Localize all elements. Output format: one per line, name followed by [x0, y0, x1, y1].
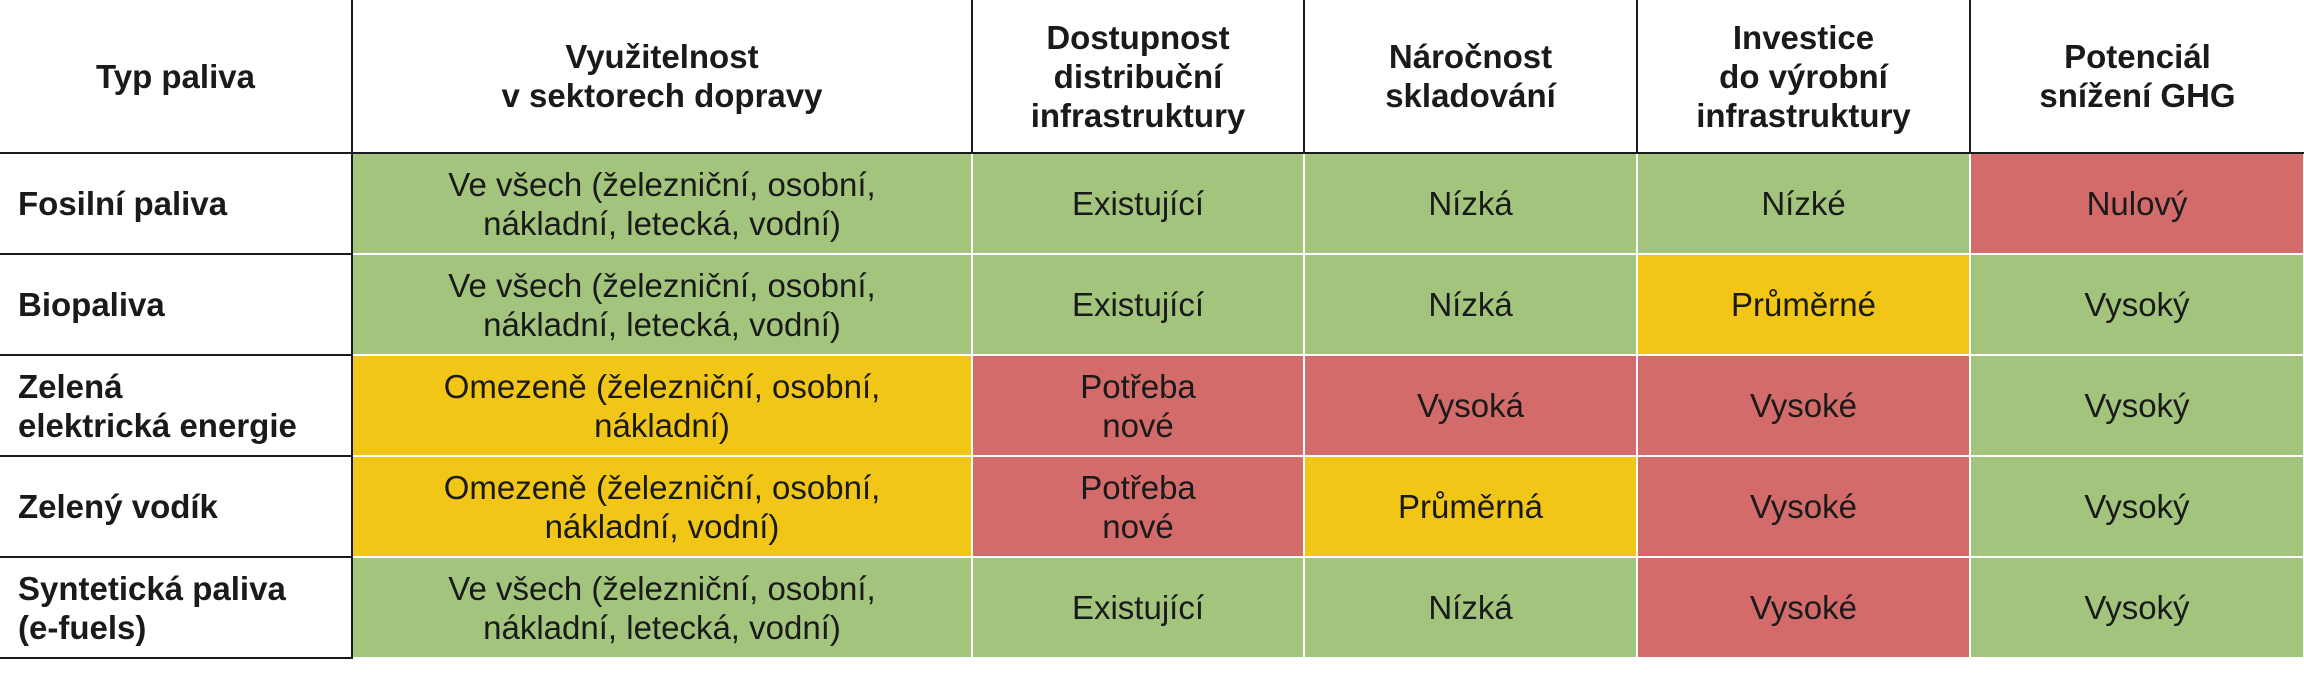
cell-line: Existující — [1071, 185, 1205, 222]
cell-ghg: Vysoký — [1969, 455, 2304, 558]
row-fuel-name: Zelená elektrická energie — [0, 355, 353, 457]
cell-ghg: Vysoký — [1969, 253, 2304, 356]
cell-storage: Průměrná — [1303, 455, 1638, 558]
cell-ghg: Vysoký — [1969, 354, 2304, 457]
cell-line: nákladní, letecká, vodní) — [483, 204, 841, 242]
cell-line: Ve všech (železniční, osobní, — [448, 165, 876, 203]
cell-usability: Omezeně (železniční, osobní, nákladní, v… — [351, 455, 973, 558]
cell-ghg: Nulový — [1969, 152, 2304, 255]
cell-line: nové — [1102, 406, 1174, 444]
table-row: Fosilní paliva Ve všech (železniční, oso… — [0, 152, 2304, 255]
header-line: snížení GHG — [2039, 77, 2236, 114]
cell-distribution: Potřeba nové — [971, 455, 1305, 558]
cell-usability: Omezeně (železniční, osobní, nákladní) — [351, 354, 973, 457]
row-name-line: Zelený vodík — [18, 488, 218, 525]
cell-line: Omezeně (železniční, osobní, — [443, 367, 881, 405]
cell-investment: Vysoké — [1636, 556, 1971, 659]
cell-line: nákladní, letecká, vodní) — [483, 608, 841, 646]
table-row: Zelený vodík Omezeně (železniční, osobní… — [0, 455, 2304, 558]
cell-storage: Nízká — [1303, 556, 1638, 659]
cell-line: nákladní) — [594, 406, 730, 444]
cell-distribution: Existující — [971, 253, 1305, 356]
header-line: Náročnost — [1388, 38, 1553, 75]
cell-investment: Nízké — [1636, 152, 1971, 255]
header-line: Využitelnost — [565, 38, 759, 75]
cell-line: nákladní, vodní) — [544, 507, 780, 545]
header-line: v sektorech dopravy — [501, 77, 823, 114]
cell-line: nové — [1102, 507, 1174, 545]
row-name-line: Fosilní paliva — [18, 185, 228, 222]
header-line: infrastruktury — [1696, 96, 1911, 134]
row-fuel-name: Syntetická paliva (e-fuels) — [0, 557, 353, 659]
header-distribution: Dostupnost distribuční infrastruktury — [971, 0, 1304, 154]
cell-usability: Ve všech (železniční, osobní, nákladní, … — [351, 253, 973, 356]
table-row: Zelená elektrická energie Omezeně (želez… — [0, 354, 2304, 457]
cell-ghg: Vysoký — [1969, 556, 2304, 659]
header-line: Potenciál — [2064, 38, 2211, 75]
cell-line: Ve všech (železniční, osobní, — [448, 569, 876, 607]
row-name-line: elektrická energie — [18, 406, 297, 444]
header-investment: Investice do výrobní infrastruktury — [1636, 0, 1970, 154]
cell-line: Potřeba — [1080, 367, 1196, 405]
cell-distribution: Potřeba nové — [971, 354, 1305, 457]
row-name-line: Zelená — [18, 367, 123, 405]
header-line: distribuční — [1053, 57, 1223, 95]
fuel-comparison-table: Typ paliva Využitelnost v sektorech dopr… — [0, 0, 2304, 659]
header-line: do výrobní — [1719, 57, 1888, 95]
header-ghg-potential: Potenciál snížení GHG — [1969, 0, 2304, 154]
row-name-line: Syntetická paliva — [18, 569, 286, 607]
cell-line: Existující — [1071, 286, 1205, 323]
header-line: Investice — [1732, 18, 1875, 56]
row-name-line: Biopaliva — [18, 286, 165, 323]
cell-line: Ve všech (železniční, osobní, — [448, 266, 876, 304]
cell-usability: Ve všech (železniční, osobní, nákladní, … — [351, 556, 973, 659]
cell-line: Omezeně (železniční, osobní, — [443, 468, 881, 506]
cell-investment: Vysoké — [1636, 354, 1971, 457]
cell-storage: Nízká — [1303, 253, 1638, 356]
cell-investment: Průměrné — [1636, 253, 1971, 356]
cell-storage: Nízká — [1303, 152, 1638, 255]
cell-storage: Vysoká — [1303, 354, 1638, 457]
cell-line: nákladní, letecká, vodní) — [483, 305, 841, 343]
header-row: Typ paliva Využitelnost v sektorech dopr… — [0, 0, 2304, 154]
header-line: Dostupnost — [1046, 18, 1230, 56]
row-fuel-name: Biopaliva — [0, 254, 353, 356]
cell-distribution: Existující — [971, 556, 1305, 659]
row-name-line: (e-fuels) — [18, 608, 147, 646]
cell-line: Existující — [1071, 589, 1205, 626]
header-usability: Využitelnost v sektorech dopravy — [351, 0, 972, 154]
cell-investment: Vysoké — [1636, 455, 1971, 558]
cell-distribution: Existující — [971, 152, 1305, 255]
header-line: infrastruktury — [1030, 96, 1246, 134]
cell-line: Potřeba — [1080, 468, 1196, 506]
table-row: Syntetická paliva (e-fuels) Ve všech (že… — [0, 556, 2304, 659]
header-fuel-type: Typ paliva — [0, 0, 352, 154]
row-fuel-name: Zelený vodík — [0, 456, 353, 558]
header-line: skladování — [1385, 77, 1556, 114]
row-fuel-name: Fosilní paliva — [0, 153, 353, 255]
header-storage: Náročnost skladování — [1303, 0, 1637, 154]
table-row: Biopaliva Ve všech (železniční, osobní, … — [0, 253, 2304, 356]
cell-usability: Ve všech (železniční, osobní, nákladní, … — [351, 152, 973, 255]
